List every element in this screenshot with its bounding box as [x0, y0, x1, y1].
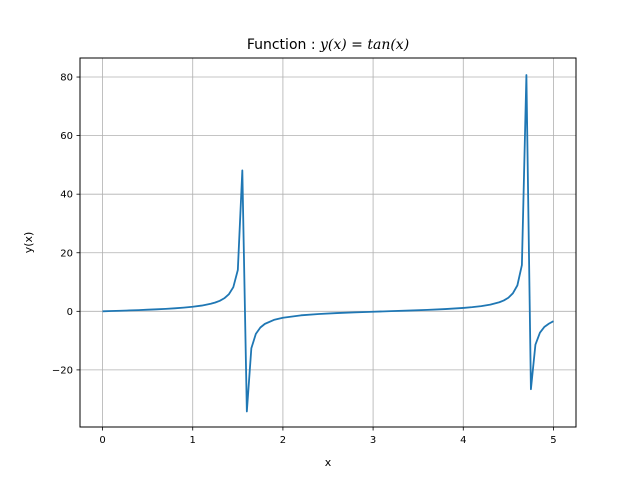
- y-tick-label: 60: [60, 131, 73, 142]
- plot-area: [102, 74, 554, 413]
- y-tick-label: 20: [60, 248, 73, 259]
- x-tick-label: 0: [99, 435, 105, 446]
- x-tick-label: 2: [280, 435, 286, 446]
- x-tick-label: 3: [370, 435, 376, 446]
- y-tick-label: 0: [67, 307, 73, 318]
- chart-title-math: y(x) = tan(x): [319, 37, 409, 53]
- x-tick-label: 1: [190, 435, 196, 446]
- chart-title: Function : y(x) = tan(x): [247, 37, 409, 53]
- x-tick-label: 4: [460, 435, 466, 446]
- axis-ticks: 0 1 2 3 4 5 −20 0 20 40 60 80: [52, 73, 557, 446]
- series-line: [102, 74, 554, 413]
- y-tick-label: 40: [60, 190, 73, 201]
- chart-title-prefix: Function :: [247, 37, 320, 53]
- y-tick-label: 80: [60, 73, 73, 84]
- grid: [80, 58, 576, 427]
- x-tick-label: 5: [550, 435, 556, 446]
- x-axis-label: x: [325, 456, 332, 469]
- y-tick-label: −20: [52, 365, 73, 376]
- y-axis-label: y(x): [22, 232, 35, 254]
- plot-frame: [79, 57, 577, 428]
